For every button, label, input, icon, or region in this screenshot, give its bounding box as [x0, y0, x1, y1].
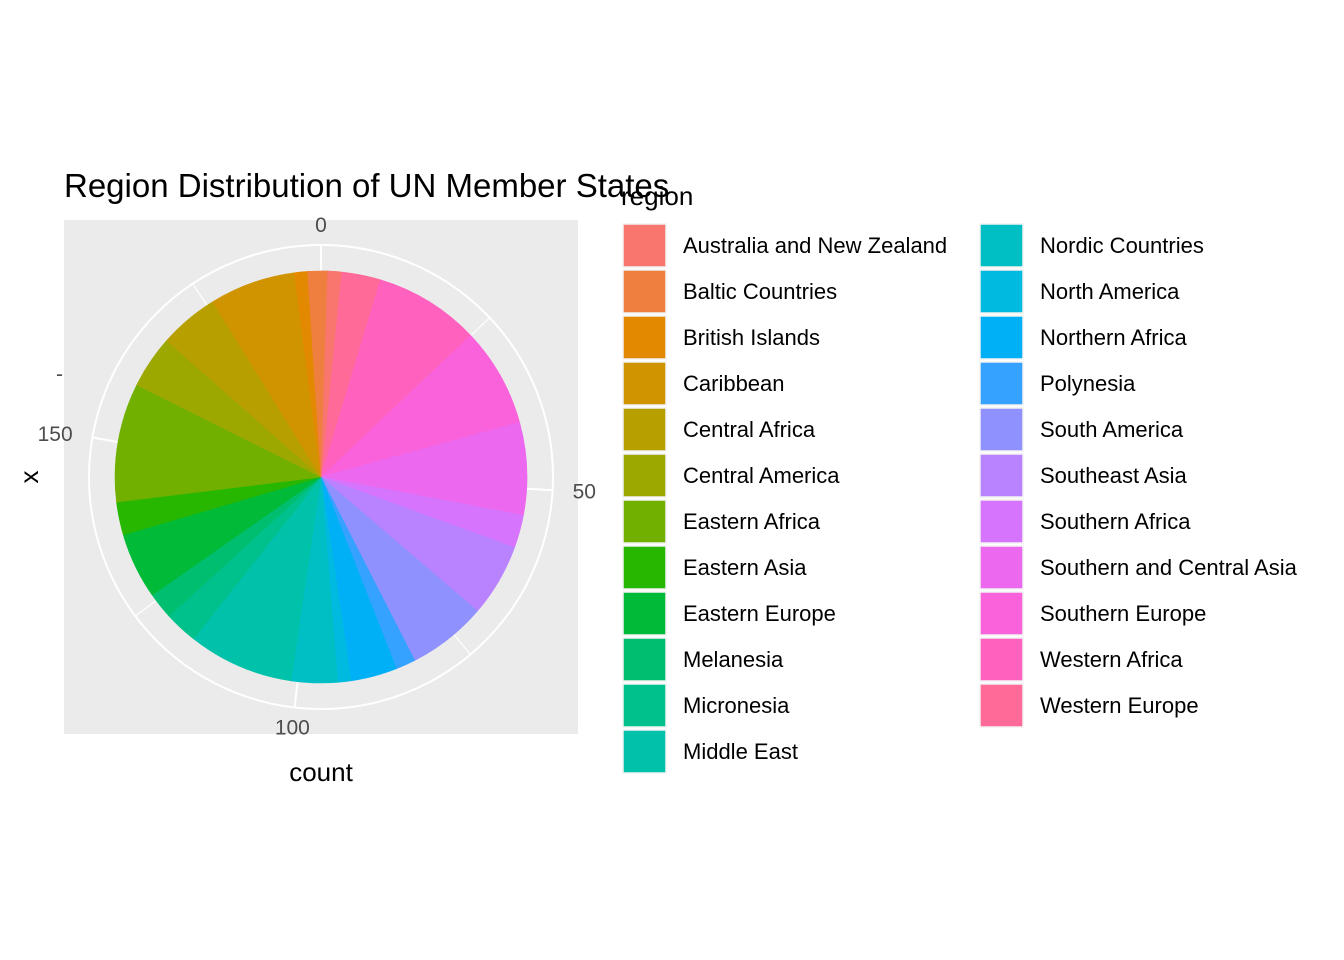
pie-slice	[320, 279, 472, 478]
angle-gridline	[526, 487, 553, 492]
legend-title: region	[621, 181, 693, 211]
legend-swatch	[622, 223, 667, 268]
legend-label: Western Africa	[1040, 647, 1183, 672]
legend-swatch	[979, 315, 1024, 360]
legend-swatch	[622, 499, 667, 544]
pie-slice	[320, 335, 520, 478]
legend-label: British Islands	[683, 325, 820, 350]
x-axis-title: count	[289, 757, 353, 787]
legend-swatch	[622, 637, 667, 682]
legend-item: Western Europe	[979, 683, 1199, 728]
legend-item: Caribbean	[622, 361, 785, 406]
legend-item: Baltic Countries	[622, 269, 837, 314]
legend-item: Middle East	[622, 729, 798, 774]
angle-gridline	[192, 283, 208, 306]
legend-label: Nordic Countries	[1040, 233, 1204, 258]
legend-item: Southern and Central Asia	[979, 545, 1298, 590]
legend-swatch	[979, 591, 1024, 636]
chart-title: Region Distribution of UN Member States	[64, 167, 669, 204]
legend-item: Eastern Africa	[622, 499, 821, 544]
legend-swatch	[979, 499, 1024, 544]
legend-swatch	[979, 545, 1024, 590]
angle-gridlines	[92, 245, 553, 708]
legend-label: Micronesia	[683, 693, 790, 718]
legend-label: Caribbean	[683, 371, 785, 396]
legend-item: Eastern Europe	[622, 591, 836, 636]
legend-swatch	[622, 361, 667, 406]
angle-gridline	[293, 681, 299, 708]
angle-tick-label: 100	[275, 716, 310, 739]
legend-item: Central America	[622, 453, 840, 498]
legend-swatch	[622, 453, 667, 498]
legend-swatch	[622, 407, 667, 452]
legend-label: Central America	[683, 463, 840, 488]
legend-swatch	[979, 223, 1024, 268]
legend-label: Middle East	[683, 739, 798, 764]
legend-item: Southeast Asia	[979, 453, 1188, 498]
pie-slice	[320, 270, 342, 478]
legend-label: Northern Africa	[1040, 325, 1187, 350]
legend-item: Micronesia	[622, 683, 790, 728]
angle-tick-label: 0	[315, 214, 327, 237]
angle-gridline	[453, 634, 471, 655]
legend-swatch	[622, 591, 667, 636]
legend-label: Southern and Central Asia	[1040, 555, 1298, 580]
legend-swatch	[979, 637, 1024, 682]
legend-swatch	[622, 729, 667, 774]
angle-gridline	[134, 600, 157, 617]
legend: Australia and New Zealand Baltic Countrie…	[622, 223, 1298, 774]
legend-swatch	[979, 683, 1024, 728]
legend-item: North America	[979, 269, 1180, 314]
angle-tick-labels: 0 50 100 150	[38, 214, 596, 739]
legend-label: Southeast Asia	[1040, 463, 1188, 488]
legend-swatch	[622, 545, 667, 590]
legend-swatch	[979, 407, 1024, 452]
legend-label: Eastern Asia	[683, 555, 807, 580]
legend-swatch	[622, 315, 667, 360]
y-axis-title: x	[14, 471, 44, 484]
legend-item: South America	[979, 407, 1184, 452]
legend-label: Southern Europe	[1040, 601, 1206, 626]
legend-label: Eastern Africa	[683, 509, 821, 534]
pie-slices	[114, 270, 528, 684]
legend-swatch	[622, 683, 667, 728]
y-tick-label: -	[56, 363, 63, 386]
legend-label: Central Africa	[683, 417, 816, 442]
legend-item: Southern Africa	[979, 499, 1191, 544]
legend-item: Polynesia	[979, 361, 1136, 406]
legend-label: South America	[1040, 417, 1184, 442]
legend-item: Central Africa	[622, 407, 816, 452]
legend-label: Melanesia	[683, 647, 784, 672]
legend-swatch	[979, 453, 1024, 498]
angle-gridline	[470, 317, 491, 336]
legend-item: Nordic Countries	[979, 223, 1204, 268]
legend-item: Australia and New Zealand	[622, 223, 947, 268]
pie-slice	[114, 384, 323, 503]
legend-item: Melanesia	[622, 637, 784, 682]
angle-tick-label: 50	[573, 480, 596, 503]
legend-swatch	[979, 361, 1024, 406]
legend-item: Northern Africa	[979, 315, 1187, 360]
legend-label: North America	[1040, 279, 1180, 304]
legend-label: Polynesia	[1040, 371, 1136, 396]
legend-swatch	[979, 269, 1024, 314]
legend-label: Western Europe	[1040, 693, 1199, 718]
legend-item: Eastern Asia	[622, 545, 807, 590]
pie-slice	[193, 475, 322, 682]
legend-label: Australia and New Zealand	[683, 233, 947, 258]
legend-label: Baltic Countries	[683, 279, 837, 304]
legend-item: Southern Europe	[979, 591, 1206, 636]
legend-label: Eastern Europe	[683, 601, 836, 626]
angle-tick-label: 150	[38, 423, 73, 446]
angle-gridline	[92, 436, 119, 443]
legend-swatch	[622, 269, 667, 314]
legend-item: Western Africa	[979, 637, 1183, 682]
legend-item: British Islands	[622, 315, 820, 360]
legend-label: Southern Africa	[1040, 509, 1191, 534]
